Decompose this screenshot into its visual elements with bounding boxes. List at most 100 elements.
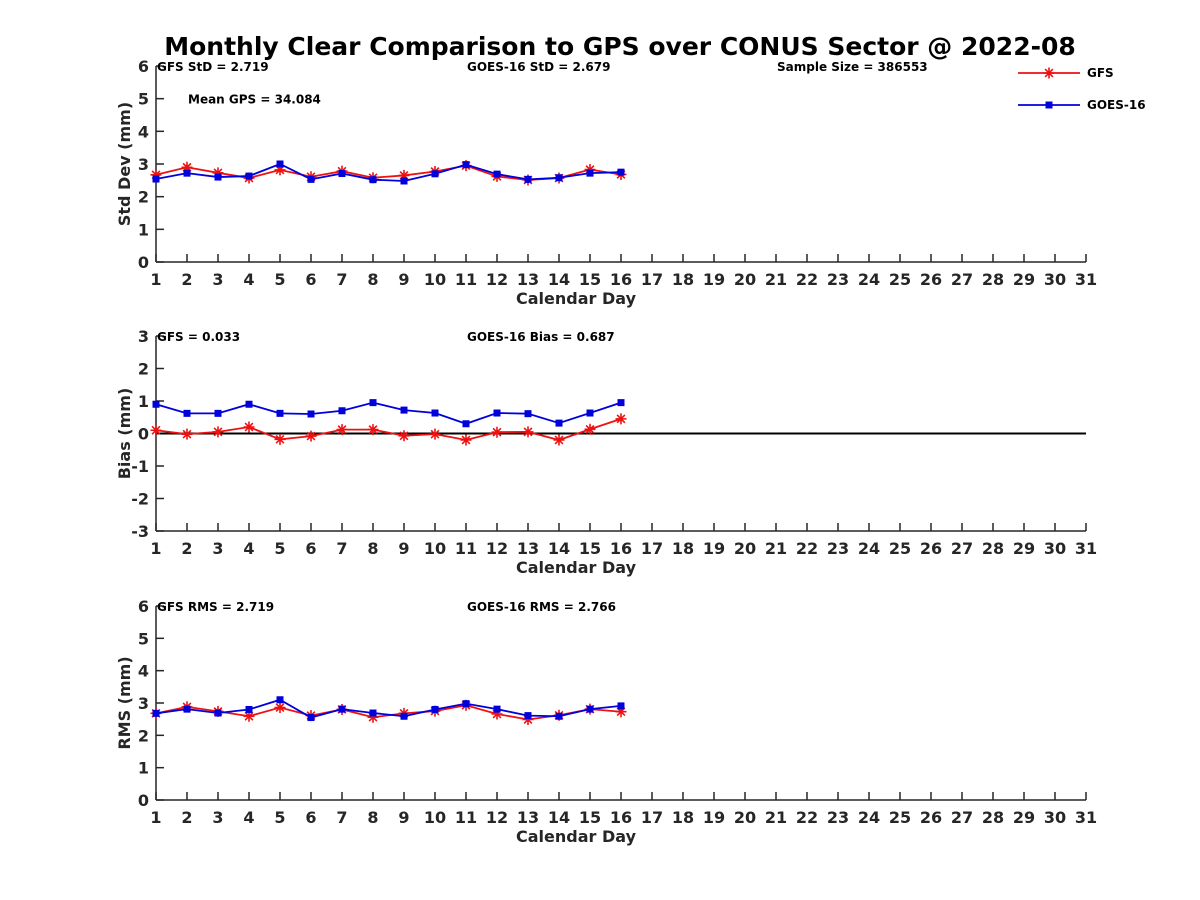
x-tick-label: 18 <box>672 270 694 289</box>
data-point <box>214 409 222 417</box>
data-point <box>338 705 346 713</box>
y-tick-label: 2 <box>138 360 149 379</box>
data-point <box>276 160 284 168</box>
x-tick-label: 7 <box>336 539 347 558</box>
y-tick-label: 3 <box>138 155 149 174</box>
data-point <box>462 161 470 169</box>
data-point <box>584 423 596 435</box>
x-tick-label: 29 <box>1013 539 1035 558</box>
data-point <box>431 409 439 417</box>
x-tick-label: 23 <box>827 270 849 289</box>
data-point <box>617 702 625 710</box>
annotation: GOES-16 Bias = 0.687 <box>467 330 615 344</box>
data-point <box>183 705 191 713</box>
x-tick-label: 16 <box>610 270 632 289</box>
x-tick-label: 4 <box>243 539 254 558</box>
data-point <box>367 424 379 436</box>
x-tick-label: 1 <box>150 270 161 289</box>
x-tick-label: 23 <box>827 808 849 827</box>
data-point <box>491 426 503 438</box>
x-axis-label: Calendar Day <box>516 289 637 308</box>
x-tick-label: 20 <box>734 270 756 289</box>
data-point <box>555 419 563 427</box>
x-tick-label: 17 <box>641 270 663 289</box>
x-tick-label: 25 <box>889 539 911 558</box>
y-tick-label: 2 <box>138 726 149 745</box>
data-point <box>493 170 501 178</box>
data-point <box>524 712 532 720</box>
x-tick-label: 2 <box>181 808 192 827</box>
x-tick-label: 29 <box>1013 808 1035 827</box>
data-point <box>586 705 594 713</box>
x-tick-label: 9 <box>398 270 409 289</box>
data-point <box>524 410 532 418</box>
x-tick-label: 6 <box>305 539 316 558</box>
series-goes-16 <box>152 696 625 722</box>
y-tick-label: 3 <box>138 327 149 346</box>
data-point <box>460 434 472 446</box>
data-point <box>369 709 377 717</box>
x-tick-label: 15 <box>579 270 601 289</box>
x-tick-label: 5 <box>274 539 285 558</box>
data-point <box>367 711 379 723</box>
x-axis-label: Calendar Day <box>516 558 637 577</box>
x-tick-label: 19 <box>703 539 725 558</box>
y-tick-label: 5 <box>138 629 149 648</box>
legend-item-gfs: GFS <box>1018 66 1114 80</box>
data-point <box>152 175 160 183</box>
x-tick-label: 8 <box>367 270 378 289</box>
series-line <box>155 401 622 425</box>
data-point <box>243 710 255 722</box>
x-tick-label: 15 <box>579 808 601 827</box>
annotation: GFS StD = 2.719 <box>157 60 269 74</box>
data-point <box>274 702 286 714</box>
data-point <box>369 399 377 407</box>
x-tick-label: 31 <box>1075 270 1097 289</box>
data-point <box>214 173 222 181</box>
x-tick-label: 10 <box>424 270 446 289</box>
x-tick-label: 11 <box>455 808 477 827</box>
data-point <box>398 169 410 181</box>
data-point <box>274 433 286 445</box>
y-axis-label: Std Dev (mm) <box>115 102 134 226</box>
data-point <box>615 413 627 425</box>
data-point <box>491 708 503 720</box>
data-point <box>150 424 162 436</box>
x-tick-label: 5 <box>274 808 285 827</box>
series-line <box>155 698 622 719</box>
legend-marker <box>1045 101 1053 109</box>
x-tick-label: 10 <box>424 808 446 827</box>
data-point <box>307 175 315 183</box>
x-tick-label: 13 <box>517 539 539 558</box>
legend: GFS GOES-16 <box>1018 66 1146 112</box>
x-tick-label: 1 <box>150 808 161 827</box>
data-point <box>431 705 439 713</box>
x-tick-label: 7 <box>336 808 347 827</box>
data-point <box>553 434 565 446</box>
x-tick-label: 25 <box>889 808 911 827</box>
x-tick-label: 16 <box>610 539 632 558</box>
x-tick-label: 10 <box>424 539 446 558</box>
x-tick-label: 6 <box>305 808 316 827</box>
series-goes-16 <box>152 160 625 185</box>
x-tick-label: 28 <box>982 808 1004 827</box>
data-point <box>183 169 191 177</box>
data-point <box>584 164 596 176</box>
data-point <box>431 170 439 178</box>
data-point <box>524 175 532 183</box>
data-point <box>181 428 193 440</box>
x-tick-label: 17 <box>641 808 663 827</box>
x-tick-label: 24 <box>858 539 880 558</box>
x-tick-label: 12 <box>486 270 508 289</box>
x-tick-label: 18 <box>672 808 694 827</box>
legend-item-goes-16: GOES-16 <box>1018 98 1146 112</box>
x-tick-label: 28 <box>982 270 1004 289</box>
data-point <box>276 696 284 704</box>
x-tick-label: 30 <box>1044 270 1066 289</box>
data-point <box>276 409 284 417</box>
x-tick-label: 31 <box>1075 808 1097 827</box>
x-tick-label: 21 <box>765 270 787 289</box>
data-point <box>305 430 317 442</box>
data-point <box>429 428 441 440</box>
x-tick-label: 9 <box>398 539 409 558</box>
